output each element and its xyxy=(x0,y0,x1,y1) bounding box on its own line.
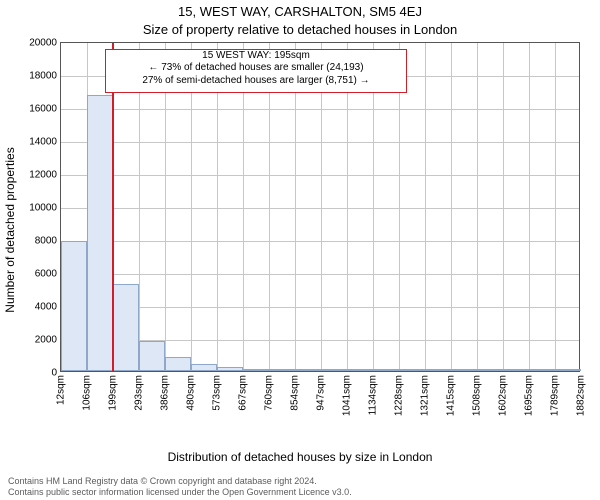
x-tick-label: 1695sqm xyxy=(524,375,535,416)
histogram-bar xyxy=(347,369,373,371)
histogram-bar xyxy=(399,369,425,371)
x-tick-label: 1134sqm xyxy=(368,375,379,415)
x-axis-label: Distribution of detached houses by size … xyxy=(0,450,600,464)
x-tick-label: 199sqm xyxy=(108,375,119,411)
chart-container: 15, WEST WAY, CARSHALTON, SM5 4EJ Size o… xyxy=(0,0,600,500)
y-tick-label: 8000 xyxy=(35,236,57,247)
histogram-bar xyxy=(269,369,295,371)
x-tick-label: 480sqm xyxy=(186,375,197,411)
histogram-bar xyxy=(321,369,347,371)
title-line-1: 15, WEST WAY, CARSHALTON, SM5 4EJ xyxy=(0,4,600,19)
histogram-bar xyxy=(555,369,581,371)
x-tick-label: 760sqm xyxy=(264,375,275,411)
y-axis-label: Number of detached properties xyxy=(3,147,17,312)
footer-text: Contains HM Land Registry data © Crown c… xyxy=(8,476,352,499)
histogram-bar xyxy=(243,369,269,371)
grid-line-v xyxy=(529,43,530,371)
annotation-line-3: 27% of semi-detached houses are larger (… xyxy=(106,75,406,88)
annotation-line-1: 15 WEST WAY: 195sqm xyxy=(106,50,406,63)
histogram-bar xyxy=(425,369,451,371)
title-line-2: Size of property relative to detached ho… xyxy=(0,22,600,37)
y-tick-label: 12000 xyxy=(29,170,57,181)
annotation-box: 15 WEST WAY: 195sqm← 73% of detached hou… xyxy=(105,49,407,93)
y-tick-label: 18000 xyxy=(29,71,57,82)
x-tick-label: 106sqm xyxy=(82,375,93,411)
histogram-bar xyxy=(451,369,477,371)
histogram-bar xyxy=(373,369,399,371)
x-tick-label: 1041sqm xyxy=(342,375,353,416)
histogram-bar xyxy=(61,241,87,371)
x-tick-label: 1602sqm xyxy=(498,375,509,416)
annotation-line-2: ← 73% of detached houses are smaller (24… xyxy=(106,62,406,75)
x-tick-label: 1228sqm xyxy=(394,375,405,416)
x-tick-label: 1415sqm xyxy=(446,375,457,416)
histogram-bar xyxy=(191,364,217,371)
grid-line-v xyxy=(555,43,556,371)
histogram-bar xyxy=(87,95,113,371)
histogram-bar xyxy=(503,369,529,371)
x-tick-label: 854sqm xyxy=(290,375,301,411)
histogram-bar xyxy=(295,369,321,371)
footer-line-1: Contains HM Land Registry data © Crown c… xyxy=(8,476,352,487)
histogram-bar xyxy=(217,367,243,371)
histogram-bar xyxy=(529,369,555,371)
y-tick-label: 16000 xyxy=(29,104,57,115)
y-tick-label: 4000 xyxy=(35,302,57,313)
histogram-bar xyxy=(165,357,191,371)
x-tick-label: 667sqm xyxy=(238,375,249,411)
footer-line-2: Contains public sector information licen… xyxy=(8,487,352,498)
x-tick-label: 1508sqm xyxy=(472,375,483,416)
y-tick-label: 10000 xyxy=(29,203,57,214)
x-tick-label: 947sqm xyxy=(316,375,327,411)
grid-line-v xyxy=(451,43,452,371)
grid-line-v xyxy=(425,43,426,371)
x-tick-label: 293sqm xyxy=(134,375,145,411)
plot-area: 0200040006000800010000120001400016000180… xyxy=(60,42,580,372)
x-tick-label: 12sqm xyxy=(56,375,67,405)
x-tick-label: 1882sqm xyxy=(576,375,587,416)
histogram-bar xyxy=(139,341,165,371)
x-tick-label: 1789sqm xyxy=(550,375,561,416)
x-tick-label: 573sqm xyxy=(212,375,223,411)
histogram-bar xyxy=(113,284,139,371)
histogram-bar xyxy=(477,369,503,371)
grid-line-v xyxy=(477,43,478,371)
grid-line-v xyxy=(503,43,504,371)
y-tick-label: 20000 xyxy=(29,38,57,49)
y-tick-label: 6000 xyxy=(35,269,57,280)
y-tick-label: 14000 xyxy=(29,137,57,148)
x-tick-label: 386sqm xyxy=(160,375,171,411)
y-tick-label: 2000 xyxy=(35,335,57,346)
x-tick-label: 1321sqm xyxy=(420,375,431,416)
